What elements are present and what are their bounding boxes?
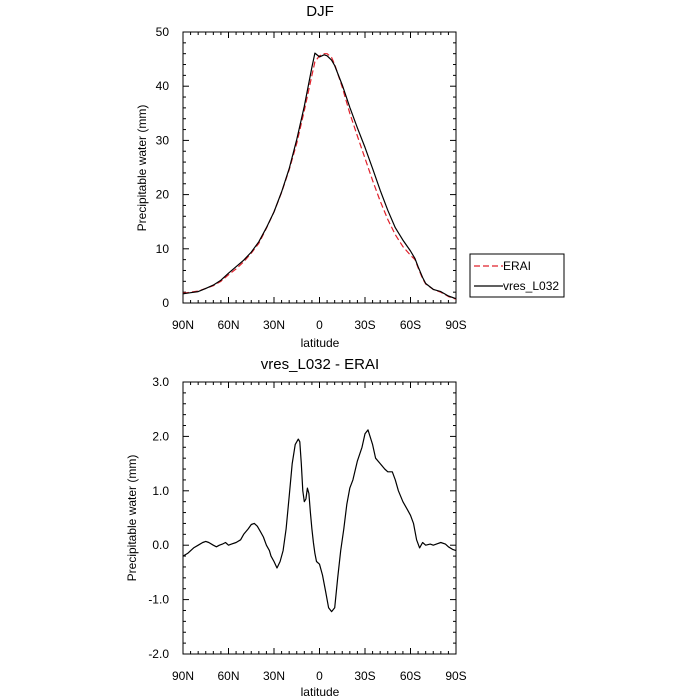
top-series-lines [182, 52, 457, 300]
top-legend: ERAI vres_L032 [469, 253, 565, 298]
top-y-tick-label: 0 [162, 296, 169, 310]
top-x-tick-label: 90N [172, 318, 194, 332]
top-series-line-vres-l032 [182, 52, 457, 300]
top-plot-frame [182, 31, 457, 304]
bottom-x-tick-label: 90S [445, 669, 466, 683]
top-y-axis-label: Precipitable water (mm) [135, 105, 149, 232]
top-x-tick-label: 90S [445, 318, 466, 332]
legend-label-vres-l032: vres_L032 [503, 279, 559, 293]
top-x-tick-label: 60N [217, 318, 239, 332]
bottom-y-tick-label: 1.0 [152, 484, 169, 498]
top-x-tick-label: 0 [316, 318, 323, 332]
bottom-axis-ticks: 90N 60N 30N 0 30S 60S 90S -2.0 -1.0 0.0 1.0 2.0 3.0 [148, 375, 466, 683]
bottom-x-tick-label: 60N [217, 669, 239, 683]
bottom-y-tick-label: -2.0 [148, 647, 169, 661]
bottom-x-tick-label: 30S [354, 669, 375, 683]
bottom-y-tick-label: 0.0 [152, 538, 169, 552]
top-chart-title: DJF [306, 3, 334, 20]
top-x-axis-label: latitude [301, 336, 340, 350]
top-y-tick-label: 20 [156, 188, 170, 202]
top-series-line-erai [182, 53, 457, 300]
top-axis-ticks: 90N 60N 30N 0 30S 60S 90S 0 10 20 30 40 50 [156, 25, 467, 332]
bottom-x-tick-label: 0 [316, 669, 323, 683]
bottom-y-tick-label: 3.0 [152, 375, 169, 389]
bottom-chart-title: vres_L032 - ERAI [261, 356, 379, 373]
top-x-tick-label: 30N [263, 318, 285, 332]
legend-box [469, 253, 565, 298]
bottom-x-tick-label: 90N [172, 669, 194, 683]
top-chart-panel: DJF 90N 60N 30N 0 30S 60S 90S 0 10 20 30 40 50 latit… [135, 3, 565, 350]
top-y-tick-label: 50 [156, 25, 170, 39]
legend-label-erai: ERAI [503, 259, 531, 273]
bottom-x-tick-label: 60S [400, 669, 421, 683]
bottom-x-axis-label: latitude [301, 685, 340, 699]
bottom-series-line-difference [182, 429, 457, 613]
top-y-tick-label: 40 [156, 79, 170, 93]
bottom-y-tick-label: -1.0 [148, 593, 169, 607]
bottom-y-axis-label: Precipitable water (mm) [125, 455, 139, 582]
bottom-series-lines [182, 429, 457, 613]
top-y-tick-label: 30 [156, 133, 170, 147]
top-y-tick-label: 10 [156, 242, 170, 256]
bottom-x-tick-label: 30N [263, 669, 285, 683]
top-x-tick-label: 30S [354, 318, 375, 332]
bottom-plot-frame [182, 381, 457, 655]
bottom-y-tick-label: 2.0 [152, 429, 169, 443]
top-x-tick-label: 60S [400, 318, 421, 332]
bottom-chart-panel: vres_L032 - ERAI 90N 60N 30N 0 30S 60S 90S -2.0… [125, 356, 467, 699]
